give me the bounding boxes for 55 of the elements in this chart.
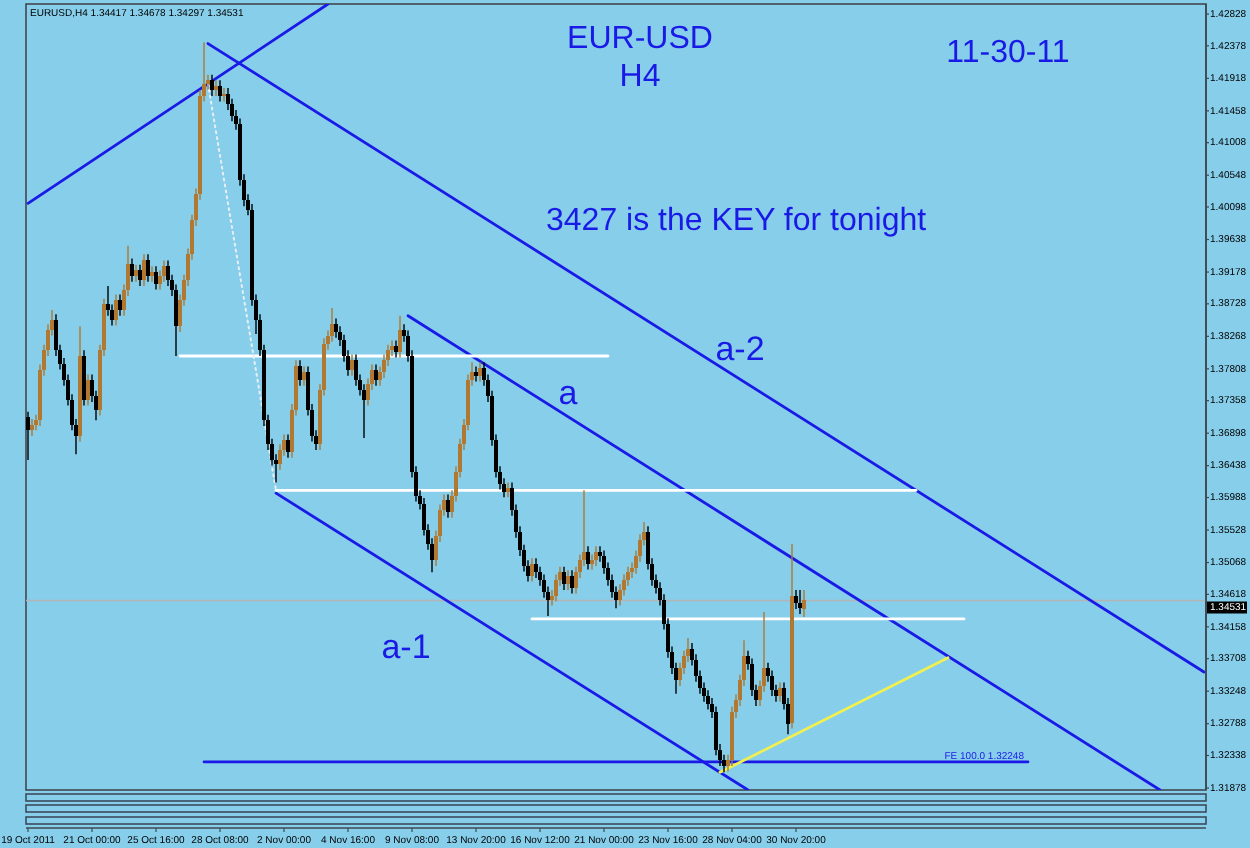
candlestick bbox=[222, 87, 226, 103]
candlestick bbox=[158, 269, 162, 291]
candlestick bbox=[210, 73, 214, 97]
annotation: a-1 bbox=[381, 628, 431, 666]
candlestick bbox=[298, 359, 302, 387]
candlestick bbox=[554, 573, 558, 602]
candlestick bbox=[130, 257, 134, 283]
candlestick bbox=[474, 365, 478, 383]
candlestick bbox=[534, 557, 538, 579]
candlestick bbox=[374, 363, 378, 387]
candlestick bbox=[26, 411, 30, 461]
candlestick bbox=[566, 569, 570, 591]
candlestick bbox=[330, 307, 334, 343]
candlestick bbox=[446, 493, 450, 519]
candlestick bbox=[286, 433, 290, 459]
candlestick bbox=[530, 557, 534, 583]
candlestick bbox=[162, 259, 166, 283]
candlestick bbox=[594, 545, 598, 567]
candlestick bbox=[590, 553, 594, 571]
candlestick bbox=[138, 264, 142, 287]
candlestick bbox=[174, 283, 178, 357]
candlestick bbox=[382, 353, 386, 379]
candlestick bbox=[86, 373, 90, 407]
candlestick bbox=[334, 317, 338, 339]
candlestick bbox=[778, 681, 782, 703]
candlestick bbox=[802, 589, 806, 618]
candlestick bbox=[570, 569, 574, 595]
candlestick bbox=[146, 253, 150, 283]
annotation: a bbox=[558, 374, 579, 412]
candlestick bbox=[118, 293, 122, 317]
annotation: a-2 bbox=[715, 330, 765, 368]
candlestick bbox=[350, 353, 354, 377]
candlestick bbox=[150, 265, 154, 283]
candlestick bbox=[218, 79, 222, 103]
candlestick bbox=[798, 589, 802, 615]
candlestick bbox=[142, 253, 146, 287]
candlestick bbox=[134, 264, 138, 283]
candlestick bbox=[394, 339, 398, 359]
text: EUR-USD bbox=[567, 22, 713, 56]
annotation: 11-30-11 bbox=[946, 36, 1070, 70]
candlestick bbox=[706, 689, 710, 711]
candlestick bbox=[82, 349, 86, 407]
candlestick bbox=[770, 669, 774, 697]
candlestick bbox=[114, 293, 118, 327]
candlestick bbox=[214, 79, 218, 97]
candlestick bbox=[506, 481, 510, 499]
candlestick bbox=[302, 365, 306, 387]
candlestick bbox=[478, 361, 482, 383]
candlestick bbox=[398, 315, 402, 359]
text: H4 bbox=[619, 60, 661, 94]
candlestick bbox=[794, 589, 798, 610]
candlestick bbox=[154, 265, 158, 291]
annotation: 3427 is the KEY for tonight bbox=[546, 204, 928, 238]
candlestick bbox=[586, 545, 590, 571]
candlestick bbox=[562, 565, 566, 591]
